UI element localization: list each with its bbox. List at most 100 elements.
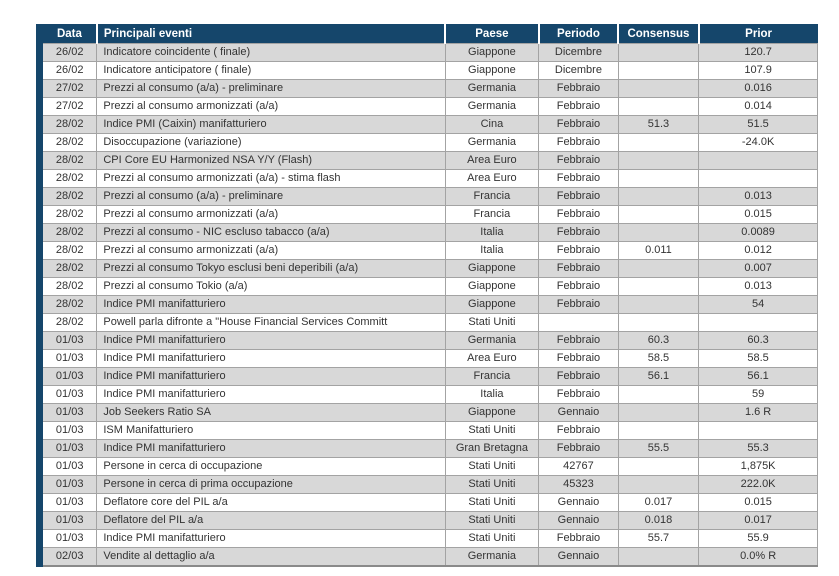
cell-paese: Area Euro <box>444 349 540 368</box>
cell-data: 02/03 <box>38 547 98 567</box>
cell-periodo: Dicembre <box>538 43 619 62</box>
table-row: 01/03 ISM Manifatturiero Stati Uniti Febbra… <box>38 421 818 440</box>
cell-data: 01/03 <box>38 439 98 458</box>
cell-prior: 0.015 <box>698 205 818 224</box>
table-row: 28/02 Indice PMI (Caixin) manifatturiero C… <box>38 115 818 134</box>
cell-paese: Italia <box>444 385 540 404</box>
cell-prior: 0.013 <box>698 277 818 296</box>
cell-evento: Indice PMI manifatturiero <box>96 385 446 404</box>
column-header-prior: Prior <box>698 24 818 44</box>
cell-paese: Gran Bretagna <box>444 439 540 458</box>
cell-data: 28/02 <box>38 151 98 170</box>
table-row: 01/03 Indice PMI manifatturiero Area Euro F… <box>38 349 818 368</box>
cell-consensus <box>617 151 700 170</box>
cell-periodo: Febbraio <box>538 421 619 440</box>
table-row: 27/02 Prezzi al consumo (a/a) - prelimina… <box>38 79 818 98</box>
cell-data: 28/02 <box>38 133 98 152</box>
cell-evento: Prezzi al consumo armonizzati (a/a) <box>96 205 446 224</box>
cell-prior: 222.0K <box>698 475 818 494</box>
cell-evento: Indice PMI manifatturiero <box>96 331 446 350</box>
table-row: 01/03 Indice PMI manifatturiero Francia Feb… <box>38 367 818 386</box>
cell-data: 01/03 <box>38 349 98 368</box>
cell-consensus <box>617 313 700 332</box>
table-row: 01/03 Indice PMI manifatturiero Italia Febb… <box>38 385 818 404</box>
cell-prior: 107.9 <box>698 61 818 80</box>
cell-paese: Italia <box>444 223 540 242</box>
cell-data: 28/02 <box>38 277 98 296</box>
cell-consensus <box>617 61 700 80</box>
cell-data: 01/03 <box>38 403 98 422</box>
cell-prior: 1,875K <box>698 457 818 476</box>
cell-consensus <box>617 97 700 116</box>
table-row: 28/02 Prezzi al consumo armonizzati (a/a)… <box>38 241 818 260</box>
cell-consensus <box>617 475 700 494</box>
cell-data: 28/02 <box>38 259 98 278</box>
cell-data: 01/03 <box>38 385 98 404</box>
cell-paese: Stati Uniti <box>444 475 540 494</box>
cell-prior: 0.012 <box>698 241 818 260</box>
cell-prior: 0.016 <box>698 79 818 98</box>
cell-prior: 55.3 <box>698 439 818 458</box>
cell-evento: Indice PMI manifatturiero <box>96 349 446 368</box>
cell-evento: Indice PMI manifatturiero <box>96 367 446 386</box>
cell-prior: -24.0K <box>698 133 818 152</box>
cell-data: 01/03 <box>38 493 98 512</box>
cell-consensus <box>617 277 700 296</box>
cell-consensus <box>617 169 700 188</box>
cell-evento: Prezzi al consumo - NIC escluso tabacco … <box>96 223 446 242</box>
cell-evento: Deflatore core del PIL a/a <box>96 493 446 512</box>
cell-periodo: Gennaio <box>538 511 619 530</box>
cell-periodo: Febbraio <box>538 529 619 548</box>
cell-prior: 0.013 <box>698 187 818 206</box>
cell-periodo: Febbraio <box>538 259 619 278</box>
cell-data: 26/02 <box>38 61 98 80</box>
cell-prior: 0.0089 <box>698 223 818 242</box>
table-row: 28/02 Powell parla difronte a "House Fina… <box>38 313 818 332</box>
cell-paese: Germania <box>444 79 540 98</box>
table-row: 01/03 Indice PMI manifatturiero Gran Breta… <box>38 439 818 458</box>
cell-evento: Indicatore anticipatore ( finale) <box>96 61 446 80</box>
cell-paese: Giappone <box>444 403 540 422</box>
cell-evento: Disoccupazione (variazione) <box>96 133 446 152</box>
cell-prior: 59 <box>698 385 818 404</box>
table-row: 01/03 Indice PMI manifatturiero Germania Fe… <box>38 331 818 350</box>
cell-prior: 60.3 <box>698 331 818 350</box>
table-row: 28/02 Disoccupazione (variazione) Germania… <box>38 133 818 152</box>
cell-consensus: 51.3 <box>617 115 700 134</box>
cell-consensus: 56.1 <box>617 367 700 386</box>
cell-periodo: 42767 <box>538 457 619 476</box>
cell-paese: Giappone <box>444 295 540 314</box>
cell-evento: CPI Core EU Harmonized NSA Y/Y (Flash) <box>96 151 446 170</box>
cell-prior <box>698 421 818 440</box>
table-row: 01/03 Job Seekers Ratio SA Giappone Gennaio… <box>38 403 818 422</box>
cell-evento: Persone in cerca di occupazione <box>96 457 446 476</box>
cell-evento: Prezzi al consumo armonizzati (a/a) <box>96 97 446 116</box>
cell-paese: Germania <box>444 331 540 350</box>
cell-data: 28/02 <box>38 313 98 332</box>
table-row: 28/02 Prezzi al consumo - NIC escluso tab… <box>38 223 818 242</box>
cell-paese: Stati Uniti <box>444 529 540 548</box>
cell-data: 28/02 <box>38 205 98 224</box>
cell-prior: 58.5 <box>698 349 818 368</box>
cell-periodo: Febbraio <box>538 79 619 98</box>
cell-periodo: Febbraio <box>538 439 619 458</box>
cell-periodo: Gennaio <box>538 547 619 567</box>
cell-data: 28/02 <box>38 295 98 314</box>
cell-paese: Giappone <box>444 277 540 296</box>
cell-prior: 1.6 R <box>698 403 818 422</box>
cell-evento: Indice PMI (Caixin) manifatturiero <box>96 115 446 134</box>
cell-prior: 56.1 <box>698 367 818 386</box>
cell-consensus <box>617 187 700 206</box>
cell-data: 01/03 <box>38 331 98 350</box>
cell-consensus <box>617 547 700 567</box>
cell-paese: Germania <box>444 133 540 152</box>
cell-evento: Persone in cerca di prima occupazione <box>96 475 446 494</box>
table-row: 28/02 Prezzi al consumo armonizzati (a/a)… <box>38 169 818 188</box>
cell-evento: Indicatore coincidente ( finale) <box>96 43 446 62</box>
cell-data: 27/02 <box>38 79 98 98</box>
cell-evento: ISM Manifatturiero <box>96 421 446 440</box>
cell-consensus: 60.3 <box>617 331 700 350</box>
cell-consensus: 0.017 <box>617 493 700 512</box>
cell-periodo: Febbraio <box>538 331 619 350</box>
